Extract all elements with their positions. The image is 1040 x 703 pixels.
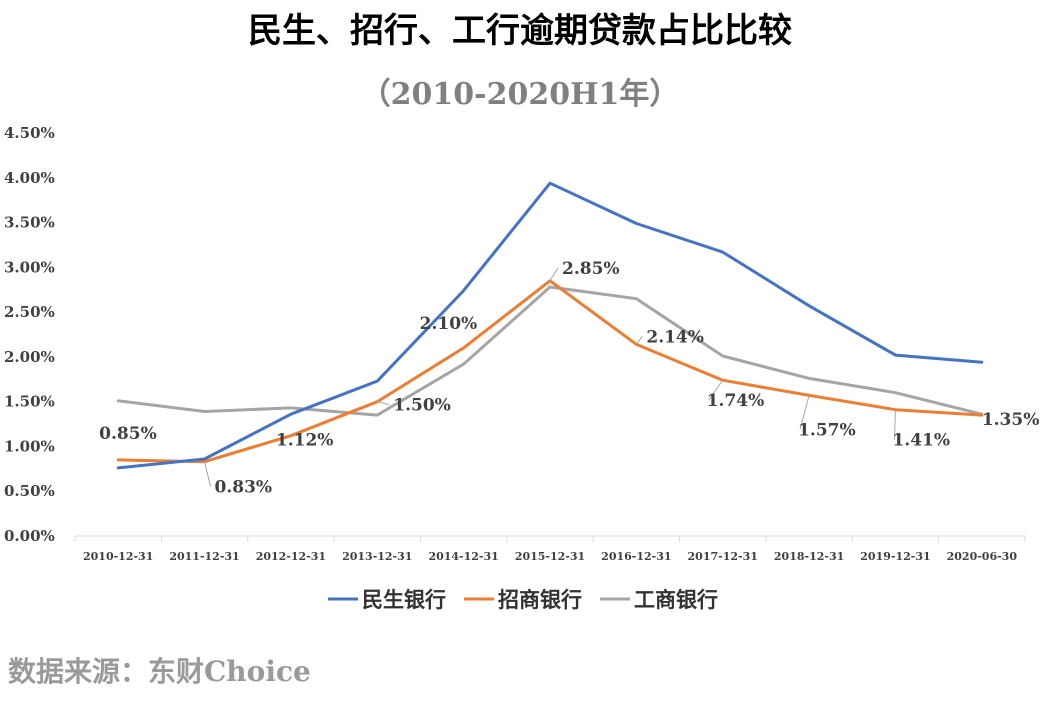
data-label: 2.10% <box>420 314 478 334</box>
data-label: 1.35% <box>982 410 1040 430</box>
x-tick-label: 2010-12-31 <box>83 550 153 563</box>
data-label-leader <box>549 267 559 282</box>
data-label-leader <box>893 409 896 440</box>
data-label-leader <box>799 395 810 430</box>
data-labels: 0.85% 0.83% 1.12% 1.50% 2.10% 2.85% 2.14% 1.74%… <box>99 259 1039 498</box>
x-tick-label: 2018-12-31 <box>774 550 844 563</box>
y-tick-label: 4.00% <box>4 169 55 187</box>
chart-subtitle: （2010-2020H1年） <box>361 77 680 112</box>
y-axis-ticks: 0.00% 0.50% 1.00% 1.50% 2.00% 2.50% 3.00% 3.50%… <box>4 124 55 545</box>
data-label-leader <box>635 336 643 345</box>
series-line-1 <box>116 181 984 470</box>
source-note: 数据来源：东财Choice <box>8 655 311 688</box>
y-tick-label: 3.50% <box>4 214 55 232</box>
data-label: 1.57% <box>798 420 856 440</box>
data-label: 2.85% <box>562 259 620 279</box>
series-line-2 <box>116 279 984 464</box>
legend-label: 工商银行 <box>634 588 718 612</box>
y-tick-label: 1.50% <box>4 393 55 411</box>
y-tick-label: 0.00% <box>4 527 55 545</box>
data-label-leader <box>708 379 724 401</box>
x-tick-label: 2013-12-31 <box>342 550 412 563</box>
series-line-3 <box>116 285 984 417</box>
y-tick-label: 4.50% <box>4 124 55 142</box>
x-tick-label: 2017-12-31 <box>688 550 758 563</box>
legend-label: 民生银行 <box>362 588 446 612</box>
x-tick-label: 2020-06-30 <box>947 550 1018 563</box>
data-label: 1.12% <box>276 431 334 451</box>
y-tick-label: 2.50% <box>4 303 55 321</box>
data-label: 1.41% <box>892 431 950 451</box>
data-label: 2.14% <box>646 327 704 347</box>
data-label-leader <box>204 461 212 487</box>
y-tick-label: 1.00% <box>4 437 55 455</box>
data-label: 0.83% <box>215 478 273 498</box>
x-axis-ticks: 2010-12-31 2011-12-31 2012-12-31 2013-12-31… <box>74 536 1026 563</box>
chart-title: 民生、招行、工行逾期贷款占比比较 <box>248 11 792 51</box>
series-lines <box>116 181 984 470</box>
data-label: 1.50% <box>393 396 451 416</box>
data-label-leader <box>377 401 390 406</box>
legend-label: 招商银行 <box>498 588 582 612</box>
data-label: 0.85% <box>99 424 157 444</box>
x-tick-label: 2011-12-31 <box>169 550 239 563</box>
y-tick-label: 3.00% <box>4 258 55 276</box>
data-label-leaders <box>204 267 896 487</box>
x-tick-label: 2012-12-31 <box>256 550 326 563</box>
legend: 民生银行 招商银行 工商银行 <box>328 588 718 612</box>
x-tick-label: 2019-12-31 <box>860 550 930 563</box>
x-tick-label: 2014-12-31 <box>428 550 498 563</box>
data-label: 1.74% <box>707 391 765 411</box>
y-tick-label: 2.00% <box>4 348 55 366</box>
x-tick-label: 2016-12-31 <box>601 550 671 563</box>
y-tick-label: 0.50% <box>4 482 55 500</box>
x-tick-label: 2015-12-31 <box>515 550 585 563</box>
